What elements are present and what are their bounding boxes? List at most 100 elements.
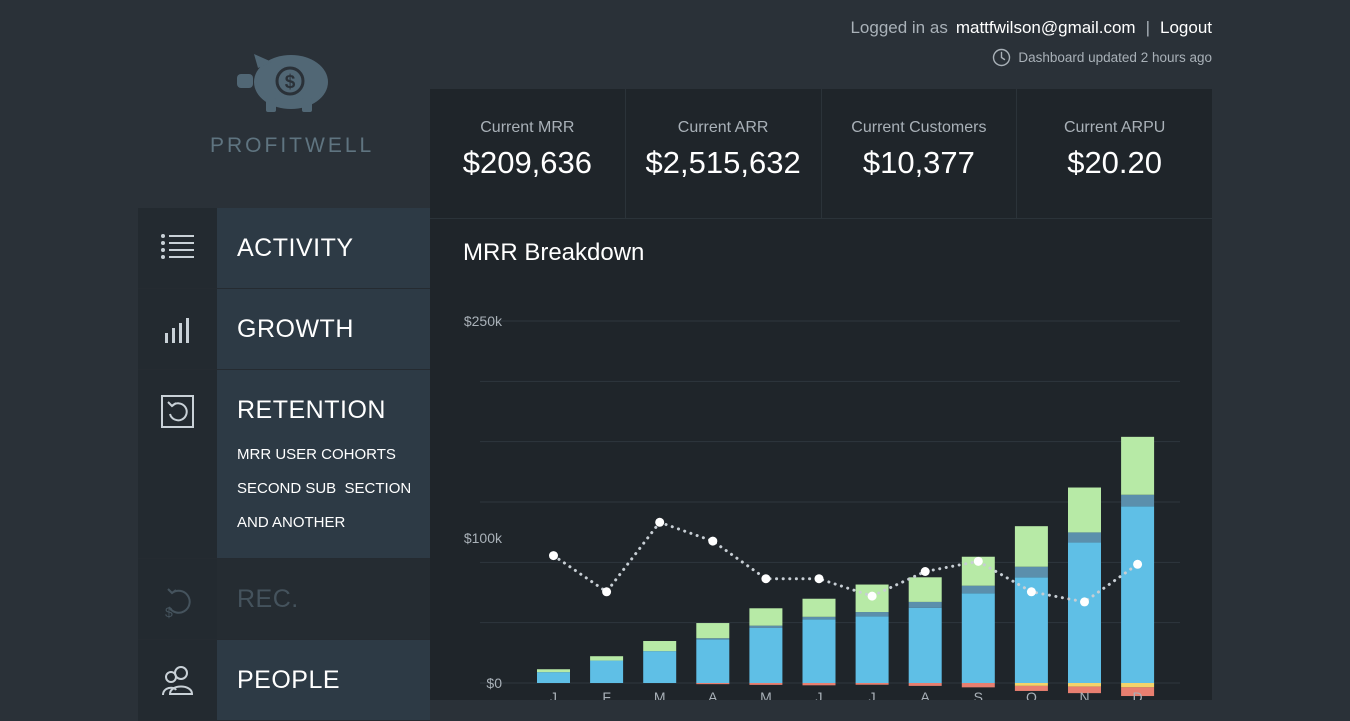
separator: | [1145,18,1150,37]
bar-churn [1014,685,1048,691]
stat-current-mrr: Current MRR $209,636 [430,89,626,218]
bar-expansion [749,625,783,628]
bar-expansion [1068,532,1101,543]
bar-new [537,669,570,673]
stat-current-arr: Current ARR $2,515,632 [626,89,822,218]
subnav-item-and-another[interactable]: AND ANOTHER [237,514,346,531]
bar-existing [643,651,677,683]
mrr-breakdown-chart: $0 $100k $250k J F M A M J J A S O N D [464,313,1180,700]
retention-subnav: MRR USER COHORTS SECOND SUB SECTION AND … [237,438,430,558]
bar-yellow [1121,683,1155,688]
bar-new [696,623,730,639]
stat-label: Current Customers [851,119,987,136]
trend-point [973,556,983,566]
trend-point [920,567,930,577]
bar-existing [696,639,730,683]
trend-line [552,520,1140,604]
sidebar-item-growth[interactable]: GROWTH [138,289,430,370]
bar-existing [590,660,624,683]
stat-value: $10,377 [862,145,975,180]
trend-point [1080,597,1089,607]
bar-existing [908,607,942,683]
stat-value: $20.20 [1067,145,1163,180]
main-panel: Current MRR $209,636 Current ARR $2,515,… [430,89,1212,700]
bar-existing [855,616,889,683]
stat-label: Current ARR [677,119,769,136]
logout-link[interactable]: Logout [1160,18,1212,37]
chart-title: MRR Breakdown [463,239,645,266]
bar-yellow [1068,683,1101,687]
bar-churn [1121,687,1155,697]
x-tick-label: O [1026,689,1037,700]
trend-point [1133,559,1143,569]
y-tick-label: $100k [464,530,503,546]
bar-chart-icon [164,318,189,343]
x-tick-label: J [550,689,557,700]
trend-point [814,574,824,584]
stat-current-customers: Current Customers $10,377 [822,89,1018,218]
sidebar-item-people[interactable]: PEOPLE [138,640,430,721]
y-tick-label: $0 [486,675,502,691]
x-tick-label: M [760,689,772,700]
trend-point [761,574,771,584]
x-tick-label: A [708,689,718,700]
trend-point [655,517,665,527]
stat-label: Current ARPU [1063,119,1166,136]
logo[interactable]: $ [210,50,360,125]
bar-existing [537,672,570,683]
recurring-dollar-icon: $ [165,588,191,619]
bar-new [643,641,677,652]
sidebar-item-rec-revenue[interactable]: $ REC. REVENUE [138,559,430,693]
user-email: mattfwilson@gmail.com [955,18,1136,37]
bar-expansion [802,616,836,620]
clock-icon [993,48,1011,67]
x-tick-label: N [1079,689,1089,700]
x-tick-label: F [602,689,611,700]
bar-expansion [908,601,942,608]
svg-text:$: $ [285,72,296,93]
svg-text:$: $ [165,604,173,619]
sidebar-item-label: ACTIVITY [237,234,354,262]
sidebar-item-label: RETENTION [237,396,386,424]
bar-expansion [961,585,995,594]
trend-point [1026,587,1036,597]
bar-churn [802,683,836,686]
trend-point [867,591,877,601]
stat-current-arpu: Current ARPU $20.20 [1017,89,1212,218]
bar-new [1014,526,1048,567]
bar-new [1068,487,1101,533]
retention-icon [160,395,194,428]
stat-label: Current MRR [480,119,575,136]
subnav-item-mrr-user-cohorts[interactable]: MRR USER COHORTS [237,446,396,463]
sidebar: ACTIVITY GROWTH R [138,208,430,721]
sidebar-item-label: REC. REVENUE [237,585,361,693]
bar-churn [1068,686,1101,694]
x-tick-label: S [974,689,983,700]
sidebar-item-activity[interactable]: ACTIVITY [138,208,430,289]
sidebar-item-label: PEOPLE [237,666,341,694]
user-info: Logged in as mattfwilson@gmail.com | Log… [850,18,1212,38]
subnav-item-second-sub-section[interactable]: SECOND SUB SECTION [237,480,412,497]
bar-existing [961,593,995,683]
sidebar-item-retention[interactable]: RETENTION MRR USER COHORTS SECOND SUB SE… [138,370,430,559]
x-tick-label: J [816,689,823,700]
bar-expansion [1014,566,1048,578]
bar-yellow [1014,683,1048,686]
bar-expansion [1121,494,1155,507]
bar-churn [908,683,942,686]
bar-churn [961,683,995,688]
bar-expansion [696,638,730,640]
x-tick-label: J [869,689,876,700]
bar-existing [802,619,836,683]
trend-point [549,551,558,561]
bar-expansion [855,612,889,617]
update-status: Dashboard updated 2 hours ago [992,48,1212,67]
bar-new [802,598,836,617]
stat-value: $2,515,632 [645,145,801,180]
bar-existing [1121,506,1155,683]
bar-new [590,656,624,661]
bar-new [749,608,783,626]
bar-existing [1068,542,1101,683]
y-tick-label: $250k [464,313,503,329]
sidebar-item-label: GROWTH [237,315,354,343]
